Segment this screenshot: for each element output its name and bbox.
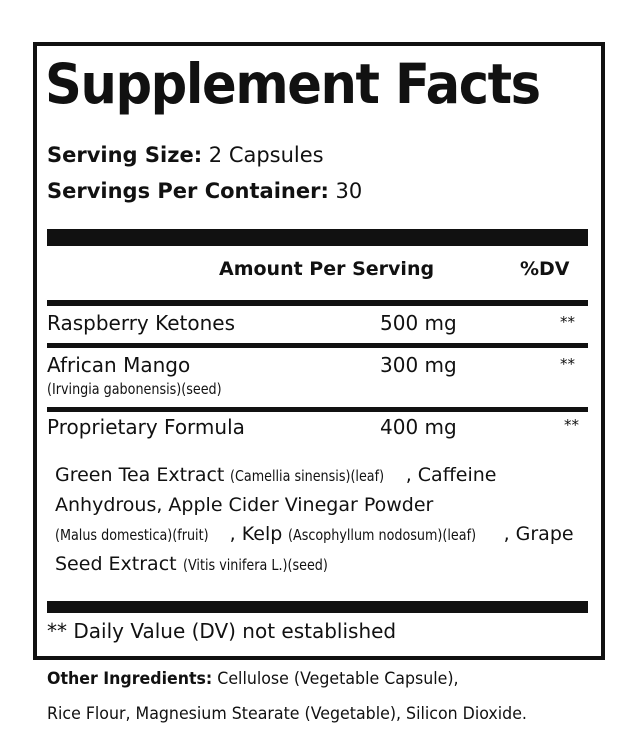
dv-header: %DV bbox=[520, 258, 570, 280]
servings-per-container-label: Servings Per Container: bbox=[47, 179, 329, 203]
divider bbox=[47, 343, 588, 348]
ingredient-name: Proprietary Formula bbox=[47, 415, 245, 439]
blend-botanical: (Vitis vinifera L.)(seed) bbox=[182, 556, 328, 574]
other-ingredients-line1: Cellulose (Vegetable Capsule), bbox=[212, 669, 459, 689]
blend-text: , Caffeine Anhydrous, Apple Cider Vinega… bbox=[55, 464, 497, 516]
ingredient-dv: ** bbox=[560, 313, 575, 331]
divider bbox=[47, 300, 588, 306]
blend-botanical: (Malus domestica)(fruit) bbox=[55, 526, 209, 544]
ingredient-dv: ** bbox=[564, 416, 579, 434]
blend-botanical: (Camellia sinensis)(leaf) bbox=[230, 467, 385, 485]
ingredient-amount: 500 mg bbox=[380, 311, 457, 335]
ingredient-name: Raspberry Ketones bbox=[47, 311, 236, 335]
other-ingredients: Other Ingredients: Cellulose (Vegetable … bbox=[47, 662, 596, 732]
footnote: ** Daily Value (DV) not established bbox=[47, 619, 397, 643]
ingredient-amount: 300 mg bbox=[380, 353, 457, 377]
thick-divider bbox=[47, 601, 588, 613]
amount-header: Amount Per Serving bbox=[219, 258, 435, 280]
ingredient-name: African Mango bbox=[47, 353, 191, 377]
divider bbox=[47, 407, 588, 412]
blend-botanical: (Ascophyllum nodosum)(leaf) bbox=[288, 526, 477, 544]
serving-size-label: Serving Size: bbox=[47, 143, 203, 167]
ingredient-dv: ** bbox=[560, 355, 575, 373]
blend-text: , Grape Seed Extract bbox=[55, 523, 574, 575]
blend-text: Green Tea Extract bbox=[55, 464, 231, 486]
ingredient-detail: (Irvingia gabonensis)(seed) bbox=[47, 380, 222, 398]
serving-size-value: 2 Capsules bbox=[208, 143, 324, 167]
servings-per-container: Servings Per Container: 30 bbox=[47, 179, 362, 203]
other-ingredients-line2: Rice Flour, Magnesium Stearate (Vegetabl… bbox=[47, 704, 527, 724]
thick-divider bbox=[47, 229, 588, 246]
other-ingredients-label: Other Ingredients: bbox=[47, 669, 213, 689]
serving-size: Serving Size: 2 Capsules bbox=[47, 143, 324, 167]
proprietary-blend-list: Green Tea Extract (Camellia sinensis)(le… bbox=[55, 461, 595, 580]
supplement-facts-panel bbox=[33, 42, 605, 660]
blend-text: , Kelp bbox=[229, 523, 289, 545]
panel-title: Supplement Facts bbox=[45, 52, 541, 116]
servings-per-container-value: 30 bbox=[335, 179, 363, 203]
ingredient-amount: 400 mg bbox=[380, 415, 457, 439]
